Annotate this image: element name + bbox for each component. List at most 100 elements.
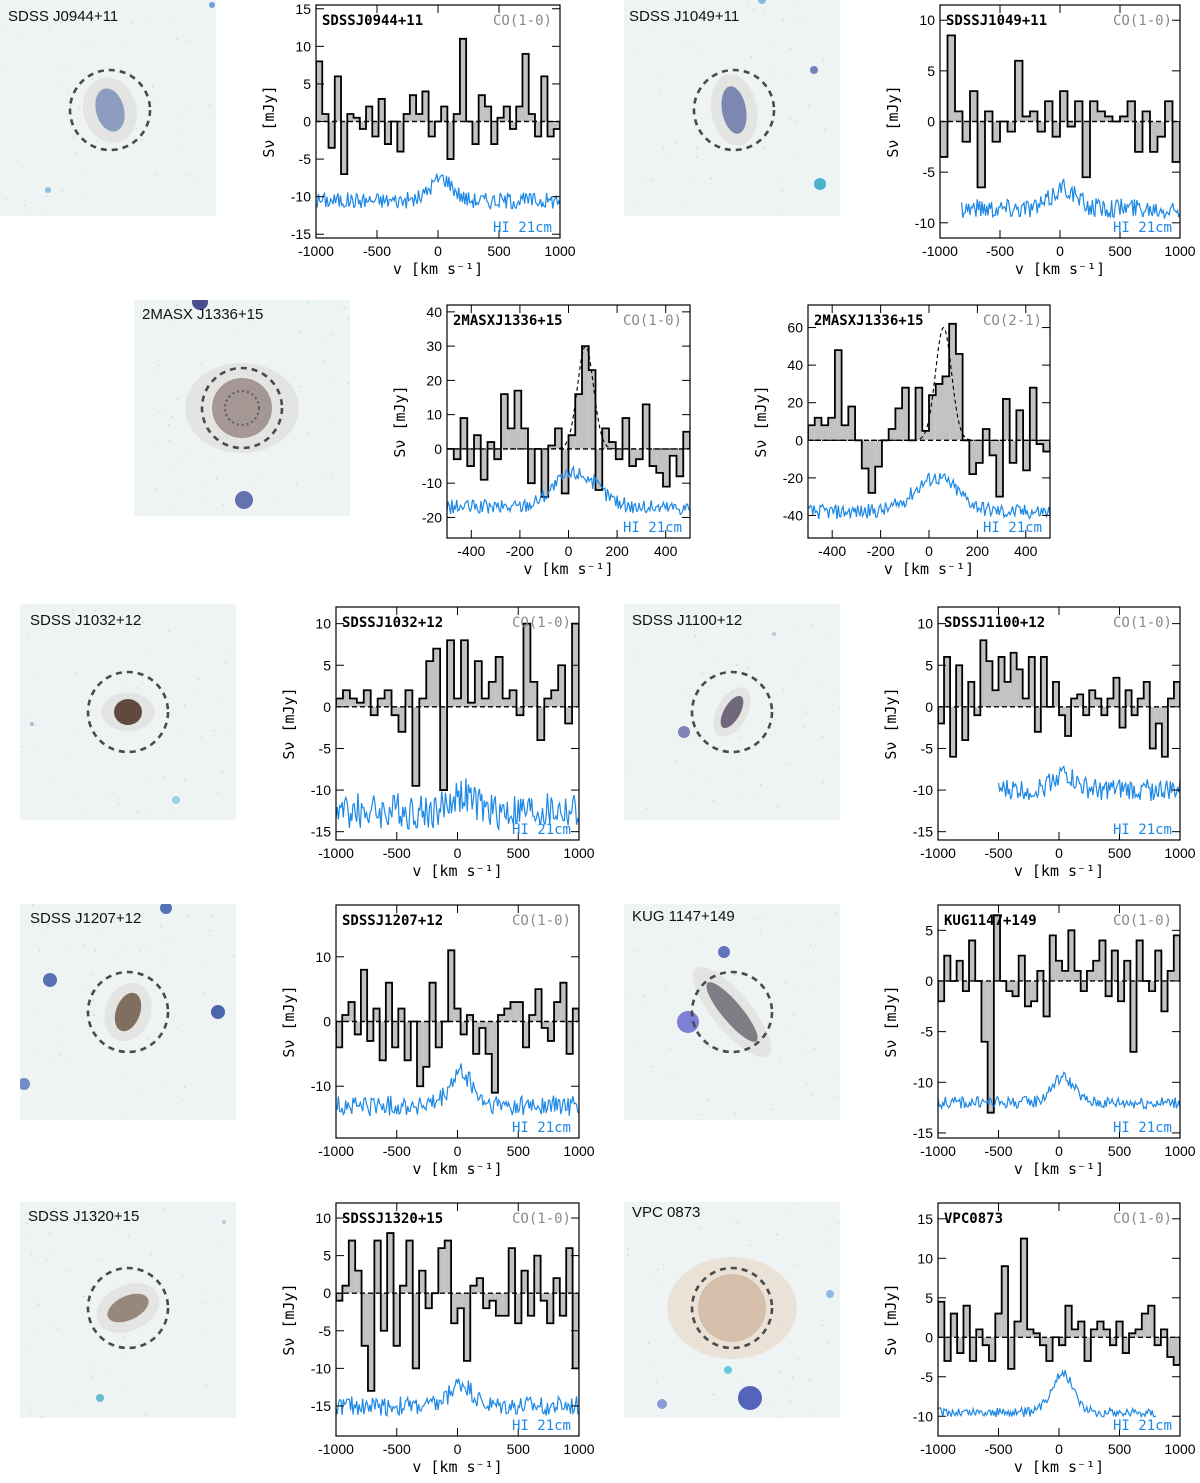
y-tick-label: -15: [913, 1125, 933, 1141]
co-channel-bar: [1014, 1321, 1021, 1338]
co-channel-bar: [895, 408, 903, 441]
co-channel-bar: [356, 702, 364, 707]
co-channel-bar: [419, 698, 427, 707]
co-channel-bar: [516, 1002, 523, 1022]
co-channel-bar: [922, 430, 929, 441]
x-tick-label: 500: [1108, 243, 1132, 259]
co-channel-bar: [412, 1293, 420, 1369]
co-channel-bar: [472, 121, 479, 145]
co-spectrum-panel: -1000 -500 0 500 1000 -15 -10 -5 0 5 10 v [km s⁻¹] S…: [266, 602, 604, 880]
co-channel-bar: [1001, 1266, 1009, 1338]
co-channel-bar: [956, 960, 963, 981]
co-channel-bar: [544, 698, 552, 707]
co-channel-bar: [417, 1021, 424, 1087]
co-channel-bar: [440, 706, 448, 791]
co-channel-bar: [1131, 706, 1138, 716]
co-channel-bar: [537, 706, 545, 741]
spectrum-plot: -1000 -500 0 500 1000 -15 -10 -5 0 5 10 v [km s⁻¹] S…: [882, 606, 1196, 880]
co-channel-bar: [460, 418, 468, 449]
co-channel-bar: [527, 1293, 535, 1316]
co-channel-bar: [540, 1293, 548, 1301]
co-channel-bar: [428, 121, 435, 137]
co-channel-bar: [1136, 940, 1143, 981]
co-channel-bar: [1068, 930, 1075, 981]
co-channel-bar: [1157, 121, 1165, 137]
co-channel-bar: [508, 1248, 516, 1294]
y-tick-label: 20: [787, 395, 803, 411]
co-channel-bar: [444, 1240, 452, 1294]
co-channel-bar: [1045, 101, 1053, 122]
co-channel-bar: [1103, 1329, 1110, 1338]
hi-21cm-label: HI 21cm: [512, 1418, 571, 1434]
co-channel-bar: [957, 1337, 964, 1354]
co-channel-bar: [1161, 706, 1168, 757]
galaxy-name: SDSS J1320+15: [28, 1208, 140, 1225]
co-channel-bar: [968, 681, 975, 707]
co-channel-bar: [349, 698, 357, 707]
co-channel-bar: [359, 121, 367, 130]
galaxy-name: SDSS J1207+12: [30, 910, 142, 927]
co-channel-bar: [409, 95, 417, 122]
co-channel-bar: [572, 1008, 579, 1022]
x-tick-label: 500: [1108, 845, 1132, 861]
co-channel-bar: [1165, 101, 1173, 122]
co-channel-bar: [391, 706, 399, 716]
co-channel-bar: [566, 1248, 573, 1294]
y-axis-label: Sν [mJy]: [882, 985, 900, 1057]
x-tick-label: 200: [966, 543, 990, 559]
co-channel-bar: [403, 113, 410, 122]
plot-frame: [937, 606, 1181, 841]
co-channel-bar: [476, 1278, 484, 1294]
y-tick-label: 20: [426, 372, 442, 388]
galaxy-image-canvas: [134, 300, 350, 516]
co-channel-bar: [530, 681, 538, 707]
co-channel-bar: [322, 113, 329, 122]
co-channel-bar: [1043, 440, 1050, 452]
co-channel-bar: [861, 440, 869, 469]
co-channel-bar: [947, 35, 955, 122]
co-channel-bar: [1029, 387, 1037, 441]
co-channel-bar: [489, 1293, 496, 1301]
co-spectrum-panel: -1000 -500 0 500 1000 -10 -5 0 5 10 v [km s⁻¹] Sν […: [870, 0, 1200, 278]
co-channel-bar: [1080, 980, 1087, 992]
x-tick-label: -200: [867, 543, 895, 559]
hi-spectrum-line: [336, 1063, 579, 1117]
co-transition-label: CO(1-0): [623, 313, 682, 329]
co-channel-bar: [559, 1293, 567, 1316]
y-tick-label: 60: [787, 320, 803, 336]
y-tick-label: 30: [426, 338, 442, 354]
co-channel-bar: [528, 113, 535, 122]
co-channel-bar: [560, 982, 567, 1022]
co-transition-label: CO(1-0): [512, 615, 571, 631]
co-channel-bar: [1116, 1321, 1123, 1338]
co-channel-bar: [1150, 121, 1158, 152]
star-dot: [235, 491, 253, 509]
co-spectrum-panel: -1000 -500 0 500 1000 -15 -10 -5 0 5 10 v [km s⁻¹] S…: [868, 602, 1200, 880]
co-channel-bar: [487, 442, 495, 449]
x-tick-label: 500: [487, 243, 511, 259]
y-tick-label: -5: [923, 164, 936, 180]
y-tick-label: -10: [311, 782, 331, 798]
co-channel-bar: [1078, 1321, 1085, 1338]
co-channel-bar: [1083, 706, 1090, 716]
co-channel-bar: [938, 980, 945, 1002]
x-tick-label: 0: [454, 1441, 462, 1457]
co-channel-bar: [495, 656, 503, 707]
spectrum-plot: -1000 -500 0 500 1000 -10 -5 0 5 10 15 v [km s⁻¹] Sν…: [882, 1202, 1196, 1476]
co-channel-bar: [986, 661, 993, 707]
co-channel-bar: [553, 121, 560, 130]
x-tick-label: 0: [454, 845, 462, 861]
co-channel-bar: [1124, 960, 1131, 981]
y-tick-label: -10: [311, 1360, 331, 1376]
co-channel-bar: [944, 955, 951, 981]
co-spectrum-line: [336, 1232, 579, 1392]
galaxy-id-label: SDSSJ1320+15: [342, 1211, 443, 1227]
co-channel-bar: [595, 448, 603, 491]
co-channel-bar: [454, 698, 461, 707]
co-channel-bar: [429, 982, 436, 1022]
co-spectrum-line: [808, 322, 1050, 498]
co-channel-bar: [467, 448, 474, 467]
co-channel-bar: [406, 1240, 413, 1294]
co-channel-bar: [649, 448, 657, 467]
co-channel-bar: [814, 417, 822, 441]
